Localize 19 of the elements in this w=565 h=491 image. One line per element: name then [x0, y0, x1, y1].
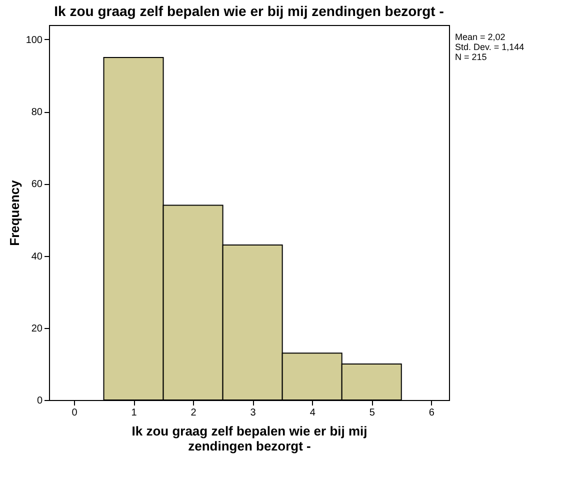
x-tick-label: 2: [190, 408, 197, 418]
y-tick-label: 0: [36, 396, 43, 406]
text: Std. Dev. = 1,144: [455, 42, 524, 52]
y-tick-label: 80: [31, 107, 43, 118]
x-tick-label: 4: [310, 408, 316, 418]
x-tick-label: 3: [250, 408, 256, 418]
y-tick-label: 100: [26, 34, 43, 46]
x-tick-label: 1: [131, 408, 138, 418]
y-tick-label: 60: [31, 179, 43, 190]
x-axis-title: Ik zou graag zelf bepalen wie er bij mij zendingen bezorgt -: [132, 424, 368, 454]
chart-title: Ik zou graag zelf bepalen wie er bij mij zendingen bezorgt -: [54, 3, 444, 19]
y-tick-label: 40: [31, 251, 43, 262]
y-tick-label: 20: [31, 323, 43, 334]
y-axis-title: Frequency: [6, 179, 22, 246]
x-tick-label: 0: [72, 408, 78, 418]
x-tick-label: 6: [428, 408, 435, 418]
x-tick-label: 5: [369, 408, 376, 418]
text: Mean = 2,02: [455, 32, 506, 42]
text: N = 215: [455, 52, 487, 62]
